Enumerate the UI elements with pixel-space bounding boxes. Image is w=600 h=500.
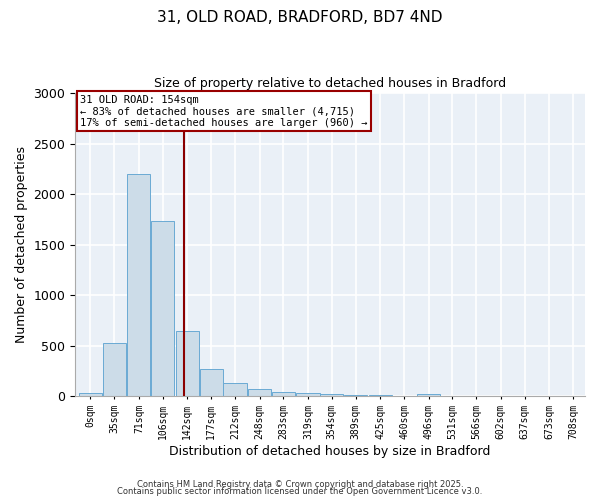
Bar — [176, 332, 199, 396]
Bar — [200, 369, 223, 396]
Bar — [127, 174, 151, 396]
Bar — [296, 393, 320, 396]
Bar — [151, 222, 175, 396]
Bar — [417, 394, 440, 396]
Y-axis label: Number of detached properties: Number of detached properties — [15, 146, 28, 343]
Text: Contains HM Land Registry data © Crown copyright and database right 2025.: Contains HM Land Registry data © Crown c… — [137, 480, 463, 489]
Bar — [223, 383, 247, 396]
Bar — [272, 392, 295, 396]
Bar — [79, 393, 102, 396]
Text: Contains public sector information licensed under the Open Government Licence v3: Contains public sector information licen… — [118, 488, 482, 496]
Title: Size of property relative to detached houses in Bradford: Size of property relative to detached ho… — [154, 78, 506, 90]
Text: 31 OLD ROAD: 154sqm
← 83% of detached houses are smaller (4,715)
17% of semi-det: 31 OLD ROAD: 154sqm ← 83% of detached ho… — [80, 94, 368, 128]
X-axis label: Distribution of detached houses by size in Bradford: Distribution of detached houses by size … — [169, 444, 491, 458]
Bar — [368, 395, 392, 396]
Bar — [103, 342, 126, 396]
Bar — [248, 389, 271, 396]
Bar — [344, 394, 367, 396]
Text: 31, OLD ROAD, BRADFORD, BD7 4ND: 31, OLD ROAD, BRADFORD, BD7 4ND — [157, 10, 443, 25]
Bar — [320, 394, 343, 396]
